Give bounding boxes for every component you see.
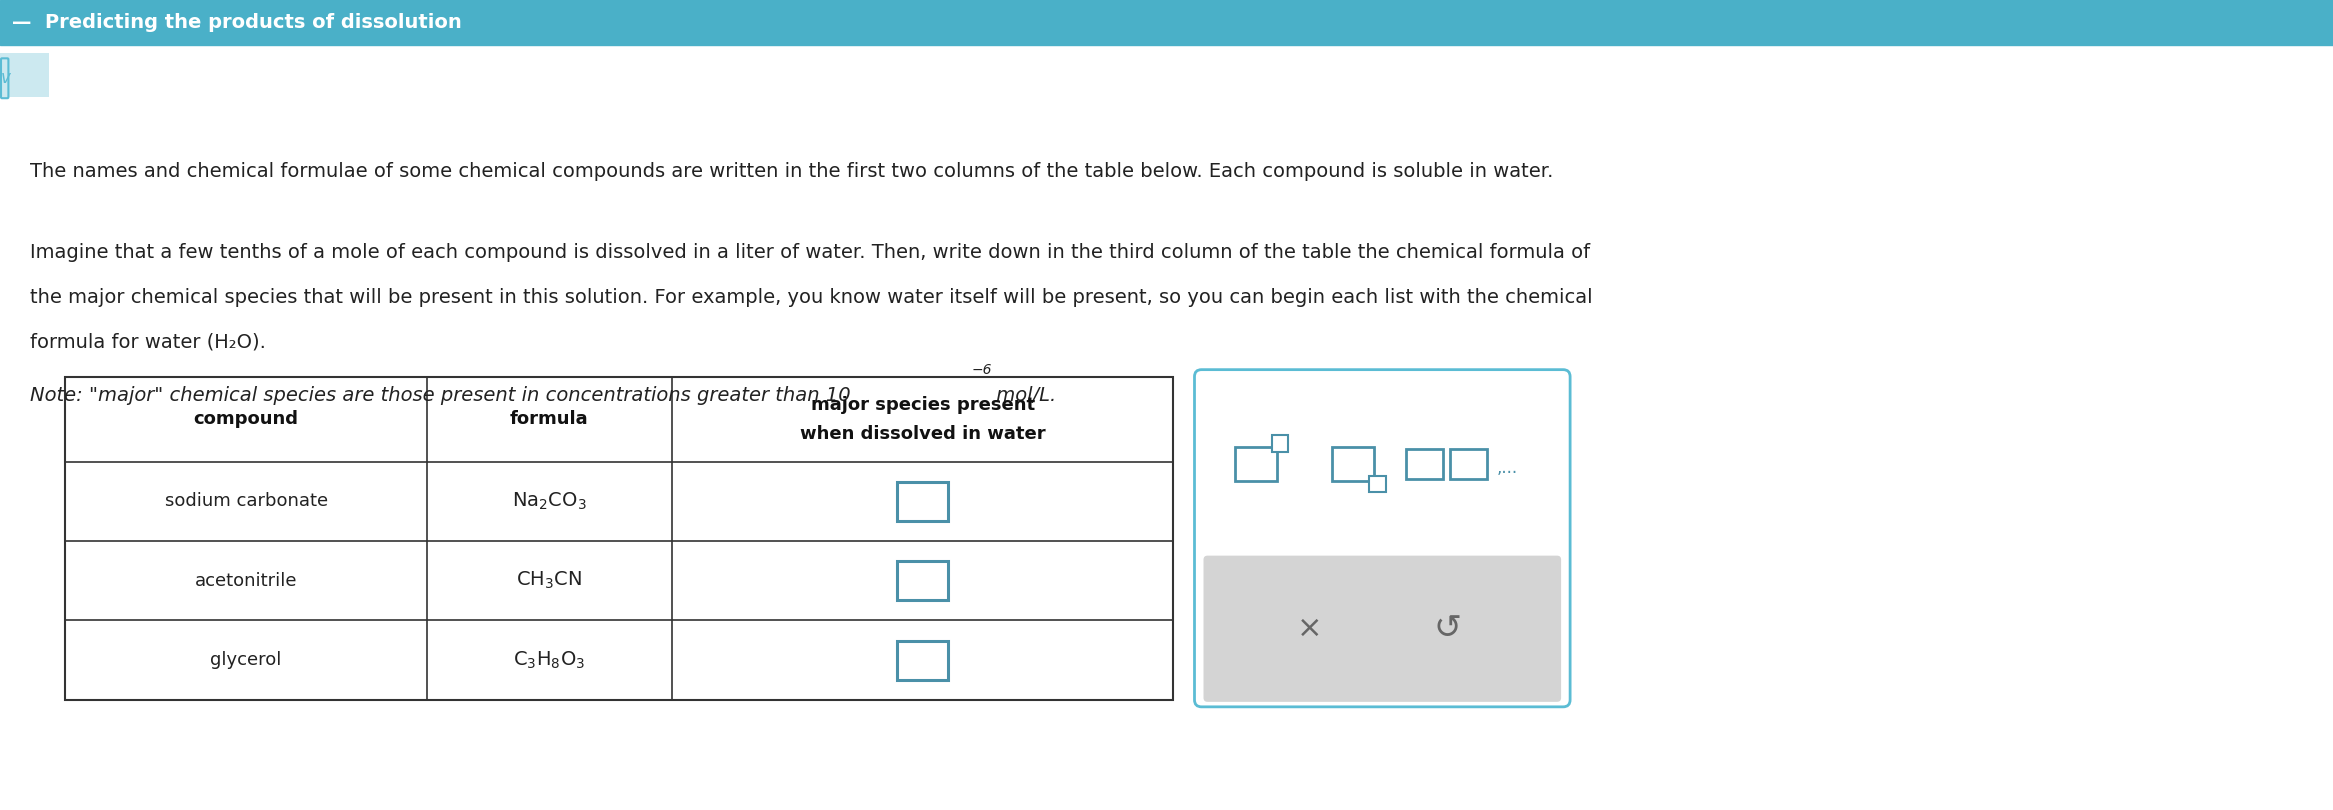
Text: Note: "major" chemical species are those present in concentrations greater than : Note: "major" chemical species are those… (30, 386, 852, 404)
FancyBboxPatch shape (0, 58, 9, 98)
Text: Na$_2$CO$_3$: Na$_2$CO$_3$ (511, 491, 588, 512)
FancyBboxPatch shape (1204, 556, 1561, 701)
Text: major species present: major species present (810, 395, 1036, 414)
FancyBboxPatch shape (1194, 369, 1570, 707)
Bar (896, 482, 947, 521)
Text: Imagine that a few tenths of a mole of each compound is dissolved in a liter of : Imagine that a few tenths of a mole of e… (30, 243, 1591, 262)
Bar (1449, 449, 1488, 479)
Text: ,...: ,... (1495, 459, 1519, 477)
Text: acetonitrile: acetonitrile (196, 572, 296, 590)
Bar (0, 53, 49, 97)
Bar (1404, 449, 1442, 479)
Text: ↺: ↺ (1432, 612, 1460, 646)
Bar (65, 377, 1173, 700)
Text: compound: compound (194, 410, 299, 428)
Text: C$_3$H$_8$O$_3$: C$_3$H$_8$O$_3$ (513, 650, 586, 671)
Text: ×: × (1297, 614, 1323, 643)
Text: formula: formula (511, 410, 588, 428)
Text: Predicting the products of dissolution: Predicting the products of dissolution (44, 13, 462, 32)
Text: the major chemical species that will be present in this solution. For example, y: the major chemical species that will be … (30, 288, 1593, 306)
Text: sodium carbonate: sodium carbonate (166, 492, 327, 510)
Bar (1234, 447, 1276, 481)
Text: CH$_3$CN: CH$_3$CN (516, 570, 583, 591)
Bar (0, 0, 2333, 45)
Text: −6: −6 (973, 363, 992, 377)
Text: when dissolved in water: when dissolved in water (800, 424, 1045, 443)
Text: glycerol: glycerol (210, 651, 282, 669)
Text: v: v (0, 70, 12, 87)
Bar (1369, 476, 1386, 492)
Bar (896, 641, 947, 680)
Text: —: — (12, 13, 33, 32)
Text: formula for water (H₂O).: formula for water (H₂O). (30, 332, 266, 351)
Text: The names and chemical formulae of some chemical compounds are written in the fi: The names and chemical formulae of some … (30, 162, 1554, 181)
Bar (1271, 436, 1288, 452)
Bar (896, 561, 947, 600)
Text: mol/L.: mol/L. (989, 386, 1057, 404)
Bar (1332, 447, 1374, 481)
